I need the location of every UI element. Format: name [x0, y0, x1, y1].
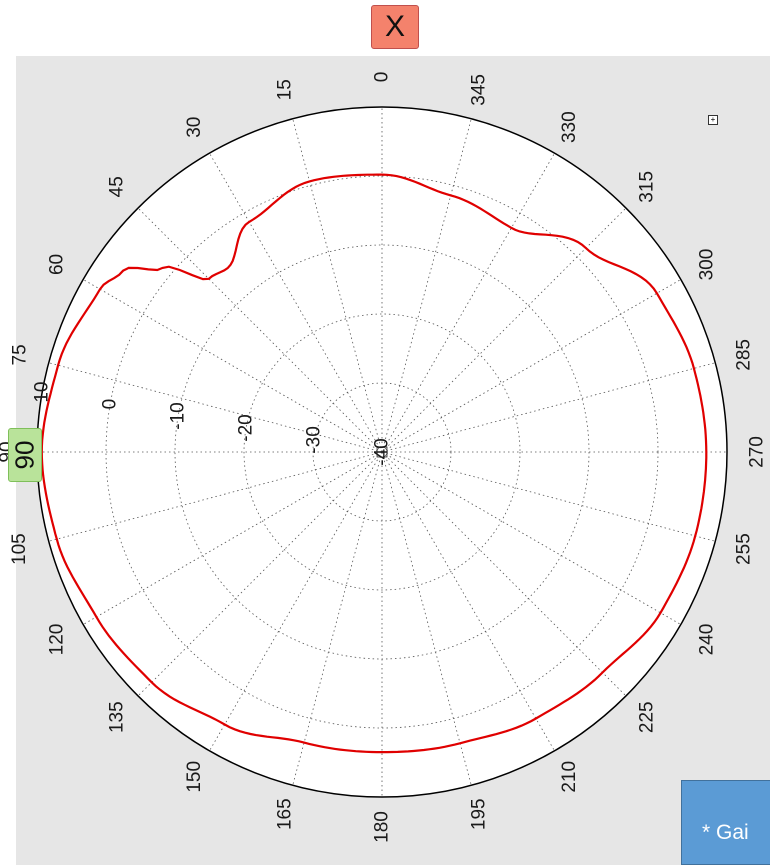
- radial-tick-label: -40: [372, 438, 393, 465]
- angle-tick-label: 315: [637, 171, 658, 203]
- pattern-curve: [40, 173, 708, 754]
- zoom-icon[interactable]: +: [708, 115, 718, 125]
- angle-tick-label: 240: [696, 624, 717, 656]
- angle-tick-label: 120: [47, 624, 68, 656]
- angle-spoke: [381, 451, 472, 786]
- angle-tick-label: 60: [47, 254, 68, 275]
- angle-spoke: [381, 279, 681, 453]
- angle-spoke: [381, 451, 716, 542]
- angle-tick-label: 135: [106, 701, 127, 733]
- angle-tick-label: 180: [372, 811, 393, 843]
- angle-tick-label: 300: [696, 249, 717, 281]
- angle-spoke: [137, 451, 383, 697]
- angle-tick-label: 105: [9, 533, 30, 565]
- note-box: * Gai: [681, 780, 770, 865]
- x-axis-label-box: X: [371, 5, 419, 49]
- radial-tick-label: 10: [32, 381, 53, 402]
- angle-tick-label: 195: [469, 798, 490, 830]
- angle-spoke: [381, 451, 627, 697]
- angle-tick-label: 210: [559, 761, 580, 793]
- angle-spoke: [381, 118, 472, 453]
- angle-tick-label: 165: [274, 798, 295, 830]
- angle-spoke: [137, 207, 383, 453]
- angle-tick-label: 345: [469, 74, 490, 106]
- angle-spoke: [48, 451, 383, 542]
- angle-spoke: [83, 451, 383, 625]
- angle-tick-label: 285: [734, 339, 755, 371]
- angle-spoke: [381, 153, 555, 453]
- radial-grid-circle: [243, 313, 521, 591]
- angle-tick-label: 330: [559, 111, 580, 143]
- angle-tick-label: 75: [9, 344, 30, 365]
- angle-spoke: [48, 362, 383, 453]
- angle-spoke: [83, 279, 383, 453]
- radial-tick-label: 0: [100, 399, 121, 410]
- radial-tick-label: -30: [304, 426, 325, 453]
- angle-tick-label: 270: [747, 436, 768, 468]
- angle-spoke: [381, 451, 555, 751]
- angle-spoke: [381, 451, 681, 625]
- angle-spoke: [292, 118, 383, 453]
- angle-spoke: [381, 207, 627, 453]
- angle-spoke: [292, 451, 383, 786]
- angle-spoke: [209, 451, 383, 751]
- angle-tick-label: 45: [106, 176, 127, 197]
- y-axis-label-text: 90: [9, 440, 40, 470]
- center-marker: [376, 446, 388, 458]
- y-axis-label-box: 90: [8, 428, 42, 482]
- angle-tick-label: 30: [184, 117, 205, 138]
- angle-spoke: [209, 153, 383, 453]
- angle-spoke: [381, 362, 716, 453]
- angle-tick-label: 15: [274, 79, 295, 100]
- radial-tick-label: -10: [168, 402, 189, 429]
- angle-tick-label: 255: [734, 533, 755, 565]
- angle-tick-label: 225: [637, 701, 658, 733]
- note-text: * Gai: [702, 821, 749, 844]
- radial-tick-label: -20: [236, 414, 257, 441]
- angle-tick-label: 150: [184, 761, 205, 793]
- angle-tick-label: 0: [372, 72, 393, 83]
